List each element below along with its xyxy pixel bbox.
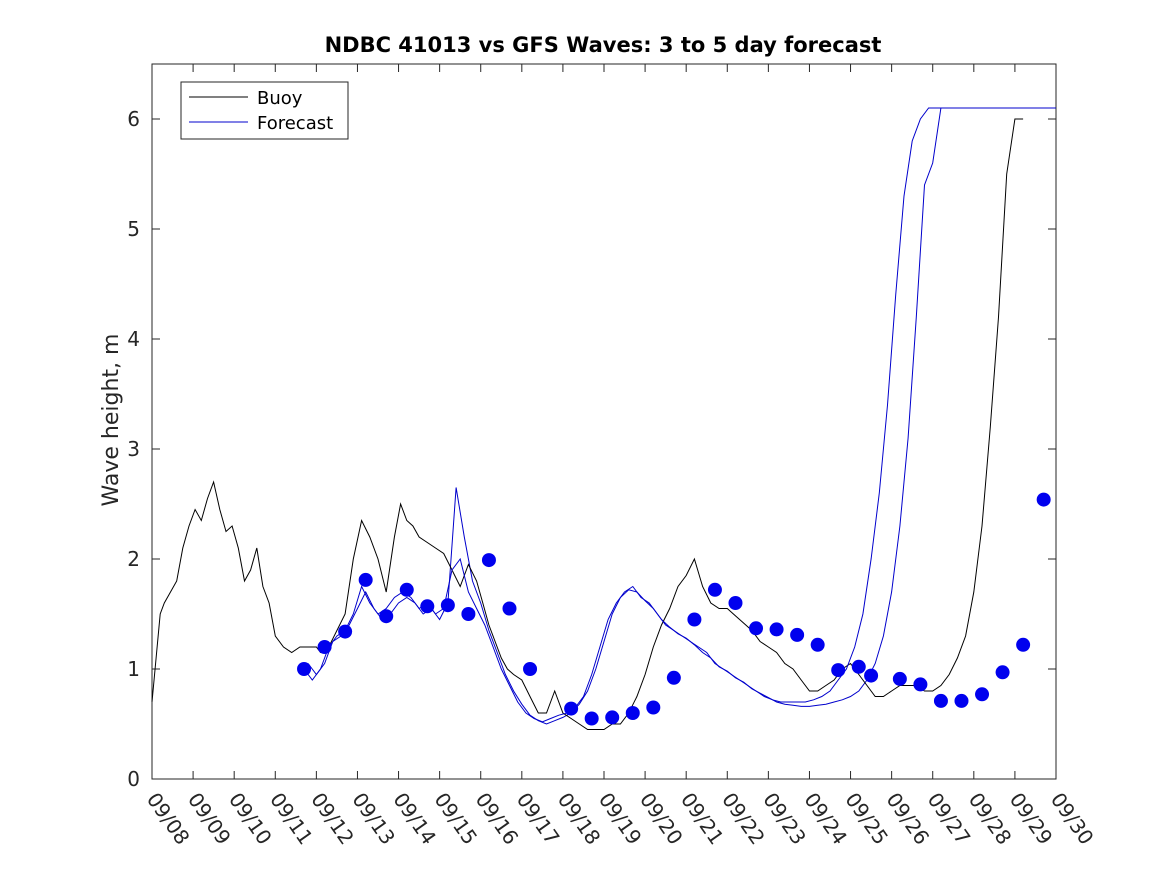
forecast-marker — [687, 612, 702, 627]
forecast-marker — [831, 663, 846, 678]
y-tick-label: 2 — [127, 547, 140, 571]
forecast-marker — [749, 621, 764, 636]
forecast-marker — [297, 662, 312, 676]
forecast-marker — [954, 693, 969, 708]
forecast-marker — [1036, 492, 1051, 507]
forecast-marker — [646, 700, 661, 715]
forecast-marker — [892, 671, 907, 686]
legend-buoy-label: Buoy — [257, 88, 303, 109]
forecast-marker — [605, 710, 620, 725]
forecast-marker — [995, 665, 1010, 680]
forecast-marker — [707, 582, 722, 597]
forecast-marker — [790, 627, 805, 642]
legend-box — [180, 81, 349, 140]
y-tick-label: 6 — [127, 107, 140, 131]
forecast-marker — [933, 693, 948, 708]
forecast-marker — [564, 701, 579, 716]
buoy-series-line — [151, 118, 1024, 730]
y-axis: 0 1 2 3 4 5 6 — [127, 107, 1056, 791]
forecast-marker — [728, 596, 743, 610]
y-tick-label: 3 — [127, 437, 140, 461]
forecast-marker — [502, 601, 517, 616]
forecast-marker — [481, 553, 496, 568]
forecast-marker — [338, 624, 353, 639]
forecast-markers — [297, 492, 1051, 726]
plot-area — [151, 63, 1057, 780]
y-axis-label: Wave height, m — [99, 334, 124, 507]
forecast-marker — [851, 659, 866, 674]
forecast-marker — [523, 662, 538, 676]
y-tick-label: 0 — [127, 767, 140, 791]
forecast-marker — [666, 670, 681, 685]
forecast-marker — [379, 609, 394, 624]
y-tick-label: 1 — [127, 657, 140, 681]
forecast-marker — [810, 637, 825, 652]
forecast-marker — [769, 622, 784, 637]
forecast-marker — [584, 711, 599, 726]
y-tick-label: 5 — [127, 217, 140, 241]
forecast-marker — [625, 706, 640, 720]
forecast-marker — [461, 607, 476, 621]
forecast-marker — [399, 582, 414, 597]
forecast-marker — [440, 598, 455, 613]
forecast-marker — [864, 668, 879, 683]
y-tick-label: 4 — [127, 327, 140, 351]
forecast-marker — [1016, 637, 1031, 652]
chart-title: NDBC 41013 vs GFS Waves: 3 to 5 day fore… — [325, 33, 882, 57]
forecast-marker — [317, 640, 332, 654]
forecast-marker — [975, 687, 990, 702]
legend-forecast-label: Forecast — [257, 113, 333, 134]
forecast-marker — [913, 677, 928, 692]
legend: Buoy Forecast — [180, 81, 349, 140]
forecast-marker — [358, 572, 373, 587]
forecast-marker — [420, 599, 435, 614]
